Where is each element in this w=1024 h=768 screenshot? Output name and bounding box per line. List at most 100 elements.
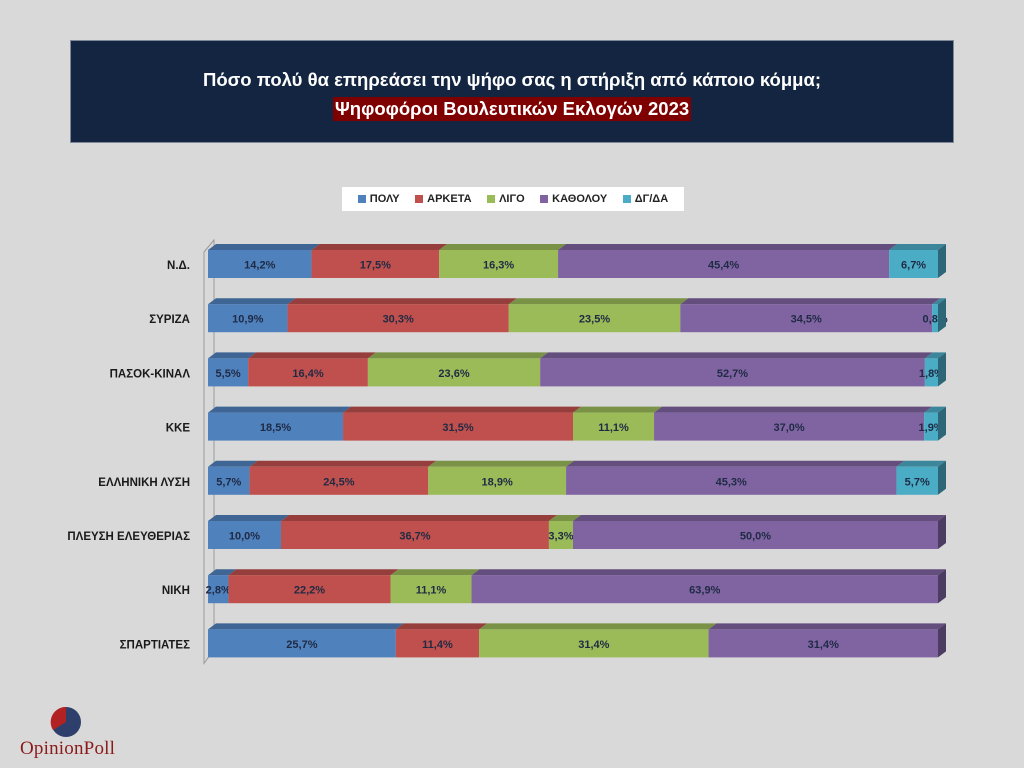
data-label: 16,3%: [483, 260, 514, 272]
data-label: 11,1%: [598, 422, 629, 434]
chart-subtitle: Ψηφοφόροι Βουλευτικών Εκλογών 2023: [332, 97, 692, 121]
legend-item: ΔΓ/ΔΑ: [622, 193, 669, 205]
bar-top-face: [249, 460, 437, 467]
bar-segment: [208, 629, 396, 658]
bar-top-face: [208, 460, 258, 467]
chart-title: Πόσο πολύ θα επηρεάσει την ψήφο σας η στ…: [202, 69, 822, 90]
bar-segment: [248, 358, 368, 387]
bar-top-face: [508, 298, 689, 305]
bar-side-face: [938, 298, 946, 333]
bar-top-face: [708, 623, 946, 630]
bar-side-face: [938, 515, 946, 549]
bar-top-face: [208, 352, 257, 359]
data-label: 5,7%: [216, 476, 241, 488]
bar-segment: [508, 304, 681, 333]
bar-segment: [428, 466, 567, 495]
legend-item: ΚΑΘΟΛΟΥ: [540, 193, 607, 205]
data-label: 10,9%: [232, 314, 263, 326]
bar-segment: [228, 575, 391, 604]
data-label: 45,3%: [716, 476, 747, 488]
bar-segment: [343, 412, 573, 441]
legend: ΠΟΛΥ ΑΡΚΕΤΑ ΛΙΓΟ ΚΑΘΟΛΟΥ ΔΓ/ΔΑ: [342, 187, 684, 211]
bar-top-face: [889, 244, 946, 250]
bar-segment: [932, 304, 938, 333]
bar-segment: [479, 629, 709, 658]
bar-segment: [573, 521, 938, 549]
bar-top-face: [924, 352, 946, 359]
category-label: ΚΚΕ: [166, 423, 191, 435]
bar-segment: [558, 250, 890, 278]
data-label: 3,3%: [548, 531, 573, 543]
data-label: 52,7%: [717, 368, 748, 380]
logo-text: OpinionPoll: [20, 738, 116, 759]
category-label: ΝΙΚΗ: [162, 585, 190, 597]
bar-segment: [311, 250, 440, 278]
category-label: Ν.Δ.: [167, 260, 190, 272]
data-label: 1,8%: [919, 368, 944, 380]
legend-item: ΛΙΓΟ: [487, 193, 525, 205]
data-label: 45,4%: [708, 260, 739, 272]
bar-segment: [680, 304, 933, 333]
bar-segment: [896, 466, 938, 495]
bar-top-face: [390, 569, 480, 576]
data-label: 6,7%: [901, 260, 926, 272]
bar-segment: [573, 412, 655, 441]
bar-top-face: [558, 244, 898, 250]
bar-top-face: [471, 569, 946, 576]
legend-swatch: [487, 195, 496, 203]
bar-top-face: [573, 406, 663, 413]
data-label: 17,5%: [360, 260, 391, 272]
bar-segment: [548, 521, 573, 549]
data-label: 18,9%: [482, 476, 513, 488]
legend-label: ΔΓ/ΔΑ: [634, 193, 669, 205]
bar-top-face: [208, 298, 296, 305]
bar-top-face: [248, 352, 376, 359]
bar-top-face: [540, 352, 933, 359]
bar-side-face: [938, 406, 946, 441]
bar-segment: [395, 629, 480, 658]
bar-top-face: [208, 623, 404, 630]
data-label: 18,5%: [260, 422, 291, 434]
bar-top-face: [479, 623, 717, 630]
category-label: ΠΛΕΥΣΗ ΕΛΕΥΘΕΡΙΑΣ: [67, 531, 190, 543]
category-label: ΣΠΑΡΤΙΑΤΕΣ: [120, 639, 190, 651]
opinionpoll-logo: OpinionPoll: [20, 705, 120, 765]
bar-segment: [924, 412, 938, 441]
legend-item: ΑΡΚΕΤΑ: [415, 193, 472, 205]
data-label: 22,2%: [294, 585, 325, 597]
bar-segment: [889, 250, 938, 278]
data-label: 23,6%: [438, 368, 469, 380]
bar-segment: [281, 521, 549, 549]
data-label: 25,7%: [286, 639, 317, 651]
bar-segment: [208, 358, 249, 387]
legend-label: ΠΟΛΥ: [369, 193, 400, 205]
bar-top-face: [343, 406, 581, 413]
data-label: 10,0%: [229, 531, 260, 543]
data-label: 5,5%: [216, 368, 241, 380]
bar-top-face: [896, 460, 946, 467]
bar-top-face: [428, 460, 575, 467]
bar-segment: [249, 466, 429, 495]
bar-segment: [208, 521, 281, 549]
data-label: 63,9%: [689, 585, 720, 597]
data-label: 50,0%: [740, 531, 771, 543]
bar-top-face: [311, 244, 448, 250]
bar-top-face: [208, 406, 352, 413]
bar-segment: [208, 304, 288, 333]
bar-segment: [540, 358, 925, 387]
category-label: ΕΛΛΗΝΙΚΗ ΛΥΣΗ: [98, 477, 190, 489]
bar-segment: [367, 358, 541, 387]
legend-item: ΠΟΛΥ: [357, 193, 400, 205]
legend-label: ΛΙΓΟ: [499, 193, 525, 205]
bar-top-face: [573, 515, 946, 521]
bar-top-face: [208, 569, 237, 576]
data-label: 31,4%: [808, 639, 839, 651]
data-label: 31,5%: [442, 422, 473, 434]
bar-top-face: [208, 244, 320, 250]
data-label: 24,5%: [323, 476, 354, 488]
bar-segment: [208, 412, 344, 441]
legend-swatch: [622, 195, 631, 203]
bar-segment: [654, 412, 925, 441]
bar-side-face: [938, 569, 946, 604]
legend-label: ΑΡΚΕΤΑ: [427, 193, 472, 205]
